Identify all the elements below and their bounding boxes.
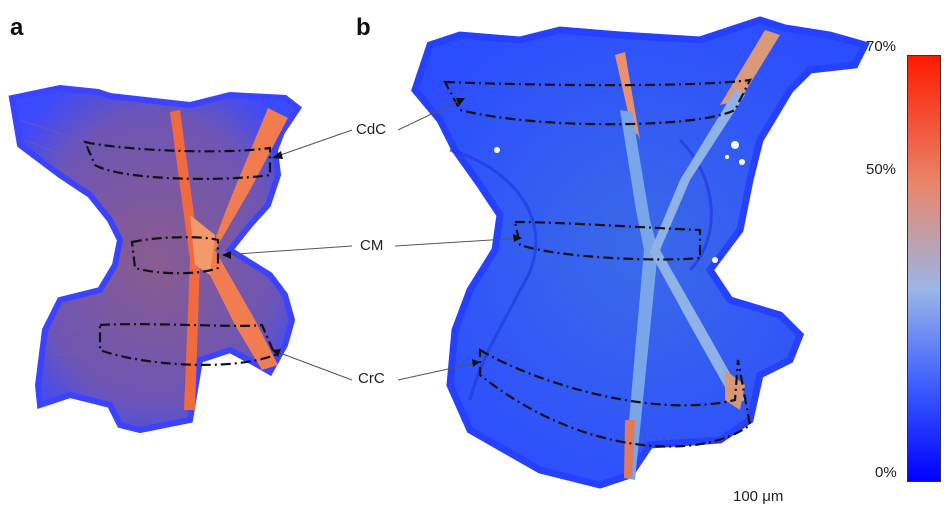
callout-lines <box>221 97 523 381</box>
callout-cdc: CdC <box>356 121 387 138</box>
panel-label-b: b <box>356 14 371 41</box>
callout-crc: CrC <box>358 370 385 387</box>
panel-b-vertebra <box>411 16 871 489</box>
colorbar <box>907 55 941 482</box>
panel-label-a: a <box>10 14 24 41</box>
colorbar-gradient <box>908 56 940 481</box>
colorbar-mid-label: 50% <box>866 161 897 178</box>
callout-cm: CM <box>360 237 384 254</box>
colorbar-bottom-label: 0% <box>875 464 897 481</box>
panel-a-vertebra <box>8 84 303 434</box>
colorbar-top-label: 70% <box>866 38 897 55</box>
scale-bar-label: 100 μm <box>733 488 784 505</box>
